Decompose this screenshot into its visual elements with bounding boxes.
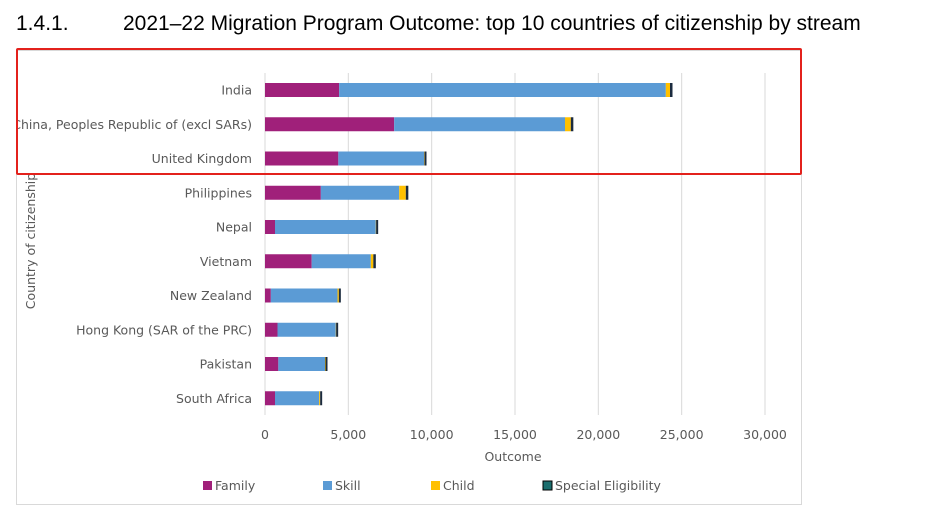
- legend-swatch-special-eligibility: [542, 480, 553, 491]
- bar-china-peoples-republic-of-excl-sars-skill: [394, 117, 565, 132]
- x-tick-label-1: 5,000: [330, 427, 366, 442]
- bar-hong-kong-sar-of-the-prc-child: [335, 322, 337, 337]
- legend-label-family: Family: [215, 478, 256, 493]
- legend-label-child: Child: [443, 478, 475, 493]
- bar-nepal-child: [375, 220, 377, 234]
- bar-nepal-skill: [275, 220, 376, 234]
- x-tick-label-2: 10,000: [410, 427, 454, 442]
- chart-frame: India China, Peoples Republic of (excl SA…: [16, 50, 802, 505]
- bar-china-peoples-republic-of-excl-sars-special-eligibility: [570, 117, 574, 132]
- figure-number: 1.4.1.: [16, 12, 69, 35]
- bar-india-family: [265, 83, 340, 97]
- bar-south-africa-family: [265, 391, 275, 406]
- category-label-philippines: Philippines: [185, 185, 252, 200]
- bar-new-zealand-skill: [270, 288, 338, 303]
- bar-china-peoples-republic-of-excl-sars-child: [565, 117, 571, 132]
- x-tick-label-3: 15,000: [493, 427, 537, 442]
- bar-nepal-family: [265, 220, 275, 234]
- legend-label-skill: Skill: [335, 478, 361, 493]
- bar-china-peoples-republic-of-excl-sars-family: [265, 117, 395, 132]
- x-tick-label-6: 30,000: [743, 427, 787, 442]
- category-label-south-africa: South Africa: [176, 391, 252, 406]
- legend-label-special-eligibility: Special Eligibility: [555, 478, 662, 493]
- bar-pakistan-child: [325, 357, 326, 371]
- bar-united-kingdom-special-eligibility: [424, 151, 427, 166]
- bar-nepal-special-eligibility: [376, 220, 379, 234]
- highlight-annotation-box: [16, 48, 802, 175]
- bar-philippines-family: [265, 185, 321, 200]
- category-label-china-peoples-republic-of-excl-sars: China, Peoples Republic of (excl SARs): [17, 117, 252, 132]
- bar-vietnam-child: [370, 254, 374, 269]
- bar-vietnam-skill: [311, 254, 371, 269]
- bar-hong-kong-sar-of-the-prc-skill: [277, 322, 336, 337]
- bar-south-africa-skill: [275, 391, 320, 406]
- bar-vietnam-special-eligibility: [373, 254, 376, 269]
- x-tick-label-0: 0: [261, 427, 269, 442]
- bar-vietnam-family: [265, 254, 312, 269]
- category-label-hong-kong-sar-of-the-prc: Hong Kong (SAR of the PRC): [76, 322, 252, 337]
- category-label-nepal: Nepal: [216, 220, 252, 235]
- category-label-new-zealand: New Zealand: [170, 288, 252, 303]
- bar-united-kingdom-family: [265, 151, 339, 166]
- bar-new-zealand-child: [337, 288, 339, 303]
- bar-pakistan-special-eligibility: [325, 357, 328, 371]
- bar-new-zealand-special-eligibility: [338, 288, 341, 303]
- category-label-united-kingdom: United Kingdom: [152, 151, 252, 166]
- bar-pakistan-skill: [278, 357, 325, 371]
- x-tick-label-5: 25,000: [660, 427, 704, 442]
- bar-philippines-special-eligibility: [405, 185, 409, 200]
- bar-united-kingdom-child: [424, 151, 425, 166]
- category-label-vietnam: Vietnam: [200, 254, 252, 269]
- x-tick-label-4: 20,000: [576, 427, 620, 442]
- legend-swatch-child: [431, 481, 440, 490]
- bar-hong-kong-sar-of-the-prc-family: [265, 322, 278, 337]
- bar-united-kingdom-skill: [338, 151, 425, 166]
- legend-swatch-family: [203, 481, 212, 490]
- category-label-pakistan: Pakistan: [200, 357, 252, 372]
- bar-philippines-skill: [320, 185, 400, 200]
- bar-india-skill: [339, 83, 666, 97]
- figure-title: 2021–22 Migration Program Outcome: top 1…: [123, 12, 861, 35]
- bar-india-child: [665, 83, 670, 97]
- legend-swatch-skill: [323, 481, 332, 490]
- x-axis-label: Outcome: [484, 449, 541, 464]
- bar-new-zealand-family: [265, 288, 271, 303]
- stacked-bar-chart: India China, Peoples Republic of (excl SA…: [17, 73, 787, 493]
- bar-philippines-child: [399, 185, 406, 200]
- category-label-india: India: [221, 83, 252, 98]
- y-axis-label: Country of citizenship: [23, 173, 38, 309]
- bar-pakistan-family: [265, 357, 279, 371]
- bar-india-special-eligibility: [670, 83, 673, 97]
- bar-hong-kong-sar-of-the-prc-special-eligibility: [336, 322, 339, 337]
- bar-south-africa-special-eligibility: [320, 391, 323, 406]
- bar-south-africa-child: [319, 391, 321, 406]
